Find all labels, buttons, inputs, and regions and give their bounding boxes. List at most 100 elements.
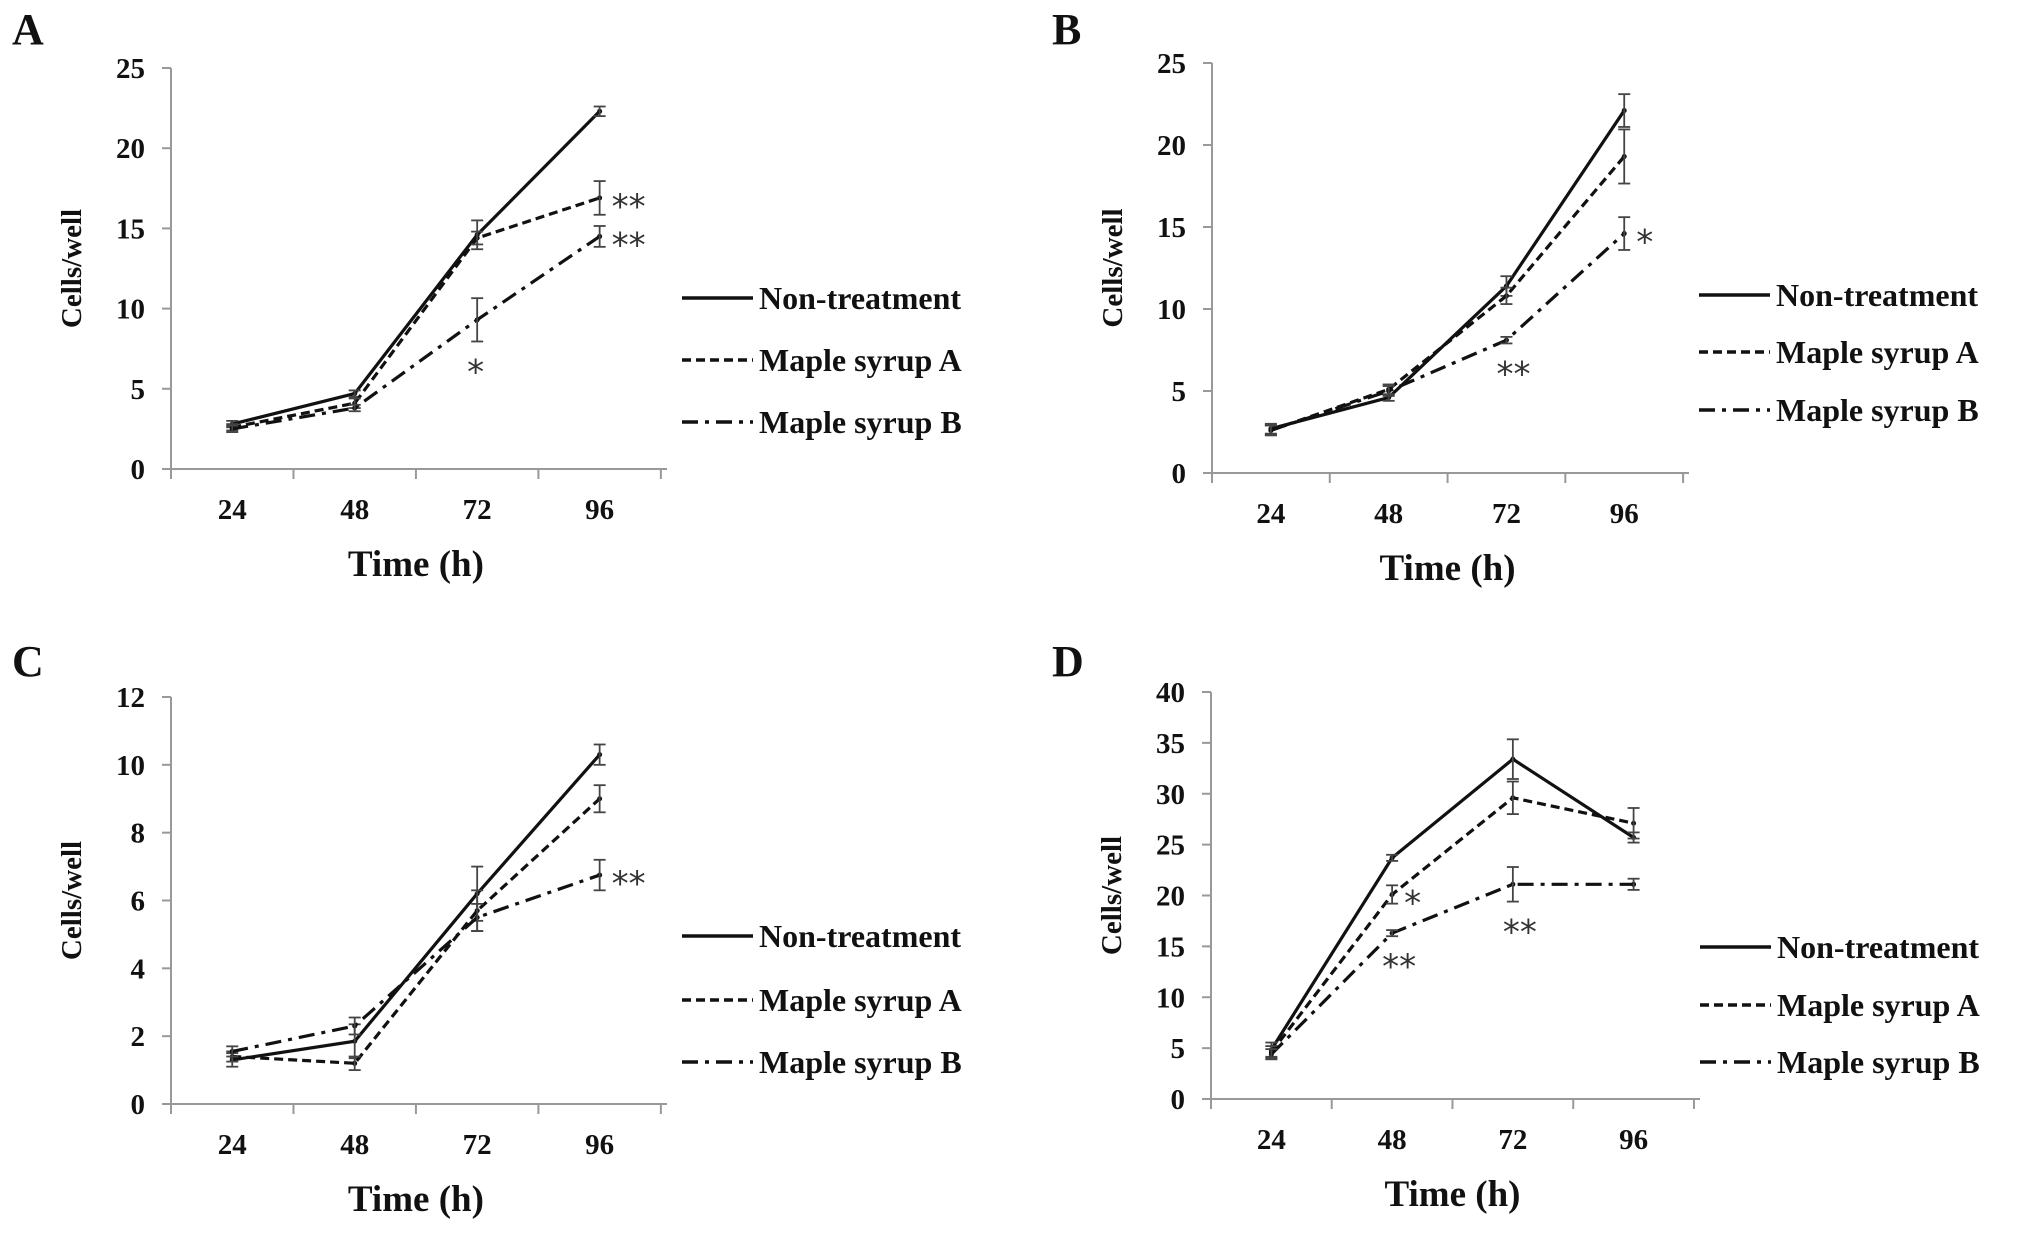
error-bar: [1500, 335, 1513, 345]
error-bar: [1627, 807, 1640, 840]
error-bar: [1386, 853, 1399, 862]
series-line: [1270, 109, 1626, 431]
x-tick-label: 72: [463, 494, 492, 526]
x-tick-label: 48: [1378, 1124, 1407, 1156]
legend-label: Maple syrup A: [759, 982, 962, 1018]
panel-d: D 0 5 10 15 20 25 30 35 40 24 48 72 96 Time (h) Cells/w…: [1052, 637, 1980, 1215]
error-bar: [471, 902, 484, 932]
error-bar: [1500, 286, 1513, 305]
legend-item: Maple syrup A: [1700, 987, 1980, 1023]
legend-label: Maple syrup A: [1777, 987, 1980, 1023]
legend-label: Maple syrup B: [759, 404, 962, 440]
y-tick-label: 25: [116, 53, 145, 85]
legend-label: Maple syrup B: [759, 1044, 962, 1080]
series-non-treatment: [1264, 93, 1631, 435]
series-line: [232, 797, 601, 1065]
y-axis-title: Cells/well: [56, 209, 88, 328]
y-tick-label: 0: [1171, 1084, 1186, 1116]
error-bar: [1627, 877, 1640, 891]
y-tick-label: 40: [1156, 677, 1185, 709]
error-bar: [226, 424, 239, 434]
x-tick-label: 72: [1492, 498, 1521, 530]
error-bar: [226, 1045, 239, 1058]
panel-b: B 0 5 10 15 20 25 24 48 72 96 Time (h) Cells/well Non…: [1052, 5, 1979, 589]
error-bar: [593, 105, 606, 118]
y-tick-label: 15: [1156, 931, 1185, 963]
series-line: [1270, 232, 1626, 432]
y-tick-label: 30: [1156, 779, 1185, 811]
error-bar: [593, 180, 606, 216]
series-line: [231, 196, 601, 429]
series-line: [231, 753, 601, 1062]
error-bar: [348, 1055, 361, 1071]
y-tick-label: 5: [1172, 376, 1187, 408]
significance-marker: **: [612, 864, 646, 904]
significance-marker: *: [1404, 883, 1421, 923]
x-tick-label: 24: [218, 1129, 247, 1161]
y-tick-label: 4: [131, 953, 146, 985]
y-tick-label: 0: [131, 1089, 146, 1121]
error-bar: [1506, 780, 1519, 815]
x-tick-label: 96: [585, 494, 614, 526]
significance-marker: **: [612, 187, 646, 227]
x-axis-title: Time (h): [1380, 548, 1516, 589]
significance-marker: **: [612, 225, 646, 265]
y-tick-label: 0: [1172, 458, 1187, 490]
legend-item: Maple syrup A: [1699, 334, 1979, 370]
y-tick-label: 10: [1157, 294, 1186, 326]
x-tick-label: 24: [1257, 1124, 1286, 1156]
y-tick-label: 10: [116, 750, 145, 782]
y-tick-label: 0: [131, 454, 146, 486]
series-maple-syrup-a: [226, 180, 606, 432]
error-bar: [593, 225, 606, 248]
legend-label: Maple syrup A: [759, 342, 962, 378]
panel-letter: B: [1052, 5, 1081, 54]
series-line: [231, 873, 601, 1053]
series-maple-syrup-a: [226, 784, 606, 1071]
y-tick-label: 5: [131, 374, 146, 406]
error-bar: [1264, 424, 1277, 437]
significance-marker: *: [467, 352, 484, 392]
series-maple-syrup-a: [1264, 128, 1631, 437]
x-axis-title: Time (h): [1384, 1174, 1520, 1215]
error-bar: [593, 858, 606, 892]
x-tick-label: 72: [463, 1129, 492, 1161]
legend-item: Maple syrup B: [1699, 392, 1979, 428]
legend-label: Non-treatment: [1776, 277, 1978, 313]
x-tick-label: 72: [1498, 1124, 1527, 1156]
error-bar: [593, 784, 606, 814]
legend-item: Maple syrup A: [682, 342, 962, 378]
significance-marker: **: [1382, 947, 1416, 987]
series-line: [231, 235, 601, 431]
legend-label: Non-treatment: [1777, 929, 1979, 965]
error-bar: [1618, 128, 1631, 185]
y-tick-label: 20: [1156, 881, 1185, 913]
y-tick-label: 5: [1171, 1033, 1186, 1065]
y-axis-title: Cells/well: [1097, 208, 1129, 327]
x-axis-title: Time (h): [348, 1179, 484, 1220]
error-bar: [1386, 884, 1399, 905]
legend-label: Maple syrup B: [1777, 1044, 1980, 1080]
panel-letter: C: [12, 637, 44, 686]
x-axis-title: Time (h): [348, 544, 484, 585]
legend-label: Maple syrup A: [1776, 334, 1979, 370]
y-tick-label: 15: [116, 213, 145, 245]
y-tick-label: 2: [131, 1021, 146, 1053]
x-tick-label: 48: [1374, 498, 1403, 530]
legend-item: Maple syrup B: [682, 404, 962, 440]
error-bar: [471, 230, 484, 246]
y-tick-label: 8: [131, 818, 146, 850]
legend-label: Non-treatment: [759, 918, 961, 954]
y-tick-label: 20: [1157, 130, 1186, 162]
legend-item: Non-treatment: [682, 918, 961, 954]
significance-marker: **: [1503, 913, 1537, 953]
series-non-treatment: [226, 743, 606, 1068]
y-tick-label: 25: [1157, 48, 1186, 80]
y-tick-label: 12: [116, 682, 145, 714]
y-tick-label: 6: [131, 886, 146, 918]
legend-item: Maple syrup B: [682, 1044, 962, 1080]
series-non-treatment: [226, 105, 606, 429]
series-line: [231, 110, 601, 426]
series-maple-syrup-b: [226, 858, 606, 1058]
